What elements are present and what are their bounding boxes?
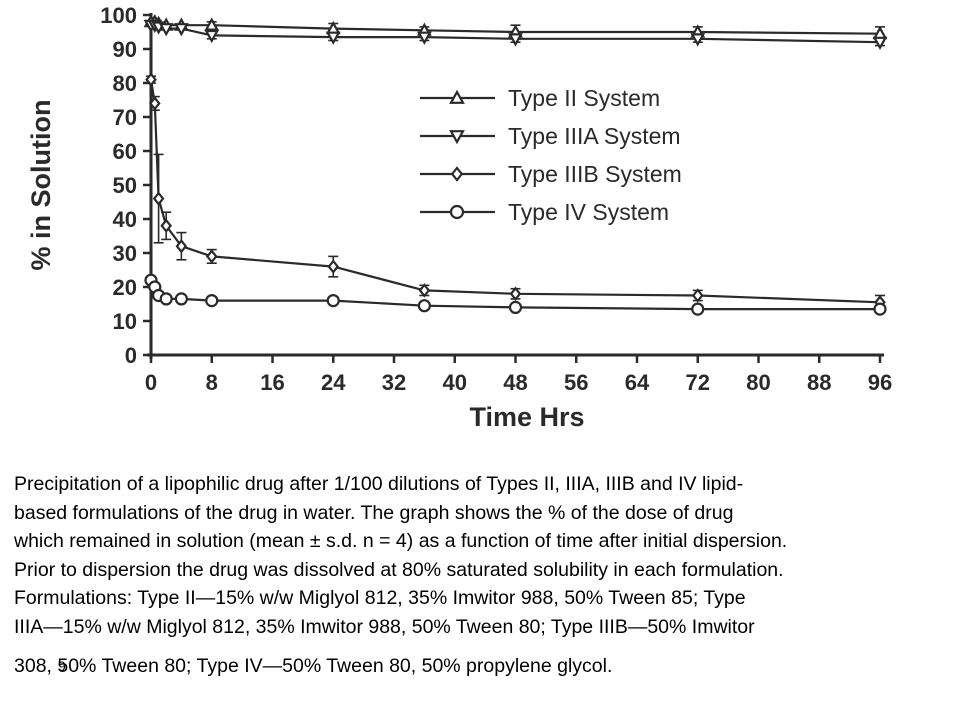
legend-item-2: Type IIIA System xyxy=(420,123,681,149)
legend-marker-2 xyxy=(449,130,465,145)
legend-label-3: Type IIIB System xyxy=(508,161,682,187)
x-tick-label-80: 80 xyxy=(746,370,770,395)
y-tick-label-100: 100 xyxy=(100,3,137,28)
series-4-point-10 xyxy=(873,302,887,316)
series-3 xyxy=(145,72,886,310)
series-4-point-9 xyxy=(691,302,705,316)
legend-label-1: Type II System xyxy=(508,85,660,111)
plot-area xyxy=(143,14,888,316)
series-3-line xyxy=(149,79,881,304)
caption-line-3: which remained in solution (mean ± s.d. … xyxy=(14,530,788,552)
series-4 xyxy=(144,273,887,316)
caption-line-4: Prior to dispersion the drug was dissolv… xyxy=(14,558,784,581)
x-tick-label-72: 72 xyxy=(686,370,710,395)
series-2-point-10 xyxy=(872,36,888,50)
figure-caption: Precipitation of a lipophilic drug after… xyxy=(14,470,954,681)
x-tick-label-64: 64 xyxy=(625,370,650,395)
x-tick-label-40: 40 xyxy=(443,370,467,395)
y-tick-label-80: 80 xyxy=(113,71,137,96)
series-2-point-5 xyxy=(204,29,220,44)
y-tick-label-30: 30 xyxy=(113,241,137,266)
x-tick-label-88: 88 xyxy=(807,370,831,395)
series-3-point-7 xyxy=(418,283,431,298)
series-1-point-5 xyxy=(204,17,220,31)
caption-line-1: Precipitation of a lipophilic drug after… xyxy=(14,473,744,495)
y-tick-label-20: 20 xyxy=(113,275,137,300)
series-4-point-4 xyxy=(174,292,188,306)
caption-line-2: based formulations of the drug in water.… xyxy=(14,501,734,524)
y-tick-label-10: 10 xyxy=(113,309,137,334)
series-3-point-1 xyxy=(148,96,161,111)
legend-label-2: Type IIIA System xyxy=(508,123,681,149)
x-tick-label-32: 32 xyxy=(382,370,406,395)
legend-marker-3 xyxy=(450,166,464,182)
series-4-point-8 xyxy=(508,300,523,314)
legend: Type II System Type IIIA System Type IIIB … xyxy=(420,85,682,225)
legend-item-4: Type IV System xyxy=(420,199,669,225)
series-3-point-2 xyxy=(152,191,165,206)
series-1-point-10 xyxy=(872,25,888,40)
series-1-point-6 xyxy=(325,20,341,35)
y-tick-label-50: 50 xyxy=(113,173,137,198)
x-tick-label-24: 24 xyxy=(321,370,346,395)
series-4-point-5 xyxy=(205,294,219,308)
series-4-point-3 xyxy=(159,292,173,306)
series-2-point-6 xyxy=(325,31,341,45)
x-tick-label-56: 56 xyxy=(564,370,588,395)
series-4-point-6 xyxy=(326,294,340,308)
legend-marker-4 xyxy=(449,204,465,220)
series-2-point-3 xyxy=(158,23,174,37)
y-tick-label-0: 0 xyxy=(125,343,137,368)
chart: 0 10 20 30 40 50 60 70 80 90 100 0 8 16 24 32 40 48 56 64 72… xyxy=(26,3,892,432)
series-3-point-0 xyxy=(145,72,157,87)
caption-line-6: IIIA—15% w/w Miglyol 812, 35% Imwitor 98… xyxy=(14,615,755,638)
x-tick-label-8: 8 xyxy=(206,370,218,395)
series-4-point-7 xyxy=(417,299,431,313)
series-2-point-7 xyxy=(417,31,432,45)
series-2 xyxy=(143,19,888,50)
x-tick-label-0: 0 xyxy=(145,370,157,395)
y-tick-label-70: 70 xyxy=(113,105,137,130)
series-2-point-4 xyxy=(174,23,189,37)
series-2-point-9 xyxy=(690,33,706,47)
y-tick-label-60: 60 xyxy=(113,139,137,164)
y-tick-label-40: 40 xyxy=(113,207,137,232)
legend-item-3: Type IIIB System xyxy=(420,161,682,187)
legend-marker-1 xyxy=(449,89,465,104)
legend-label-4: Type IV System xyxy=(508,199,669,225)
legend-item-1: Type II System xyxy=(420,85,660,111)
series-3-point-3 xyxy=(160,218,172,234)
x-axis-title: Time Hrs xyxy=(469,402,584,432)
footnote-number: 9 xyxy=(58,658,66,674)
series-3-point-9 xyxy=(691,288,704,303)
series-3-point-6 xyxy=(327,259,340,274)
series-3-point-8 xyxy=(509,286,522,302)
series-3-point-5 xyxy=(205,249,218,264)
y-axis-title: % in Solution xyxy=(26,100,56,271)
series-3-point-4 xyxy=(175,238,188,254)
caption-line-5: Formulations: Type II—15% w/w Miglyol 81… xyxy=(14,587,746,609)
series-2-point-8 xyxy=(508,33,523,47)
y-tick-label-90: 90 xyxy=(113,37,137,62)
x-tick-label-16: 16 xyxy=(260,370,284,395)
axes: 0 10 20 30 40 50 60 70 80 90 100 0 8 16 24 32 40 48 56 64 72… xyxy=(100,3,892,395)
x-tick-label-48: 48 xyxy=(503,370,527,395)
caption-line-7: 308, 50% Tween 80; Type IV—50% Tween 80,… xyxy=(14,655,613,677)
x-tick-label-96: 96 xyxy=(868,370,892,395)
